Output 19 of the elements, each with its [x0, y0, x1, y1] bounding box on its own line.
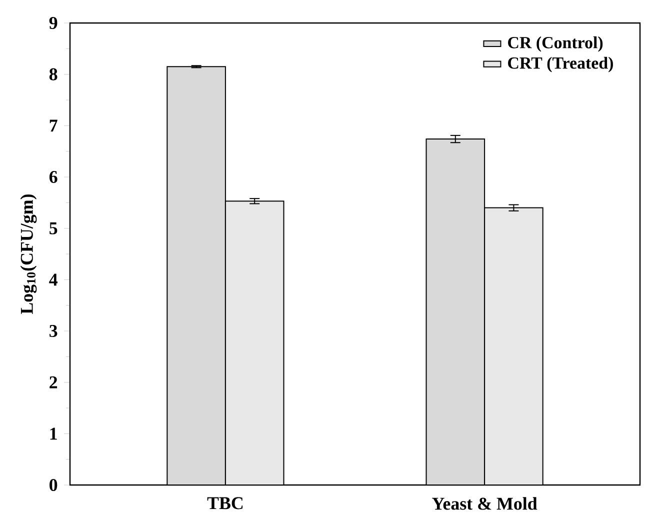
y-tick-label: 1 [50, 428, 57, 440]
y-tick-label: 3 [50, 324, 58, 338]
y-tick-label: 7 [50, 120, 58, 132]
x-tick-label: TBC [207, 497, 243, 510]
legend-label: CR (Control) [508, 36, 603, 52]
bar [484, 207, 544, 485]
bar [224, 200, 284, 485]
x-tick-label: Yeast & Mold [432, 497, 538, 510]
y-axis-title: Log$_{10}$(CFU/gm) [20, 194, 37, 314]
bar [166, 66, 226, 485]
y-tick-label: 4 [49, 274, 58, 286]
y-tick-label: 0 [50, 478, 58, 492]
legend-label: CRT (Treated) [508, 56, 613, 72]
y-tick-label: 2 [50, 376, 58, 388]
y-tick-label: 6 [49, 170, 58, 184]
y-tick-label: 8 [49, 68, 58, 80]
y-tick-label: 9 [49, 16, 58, 30]
y-tick-label: 5 [50, 222, 58, 234]
bar [426, 138, 486, 485]
